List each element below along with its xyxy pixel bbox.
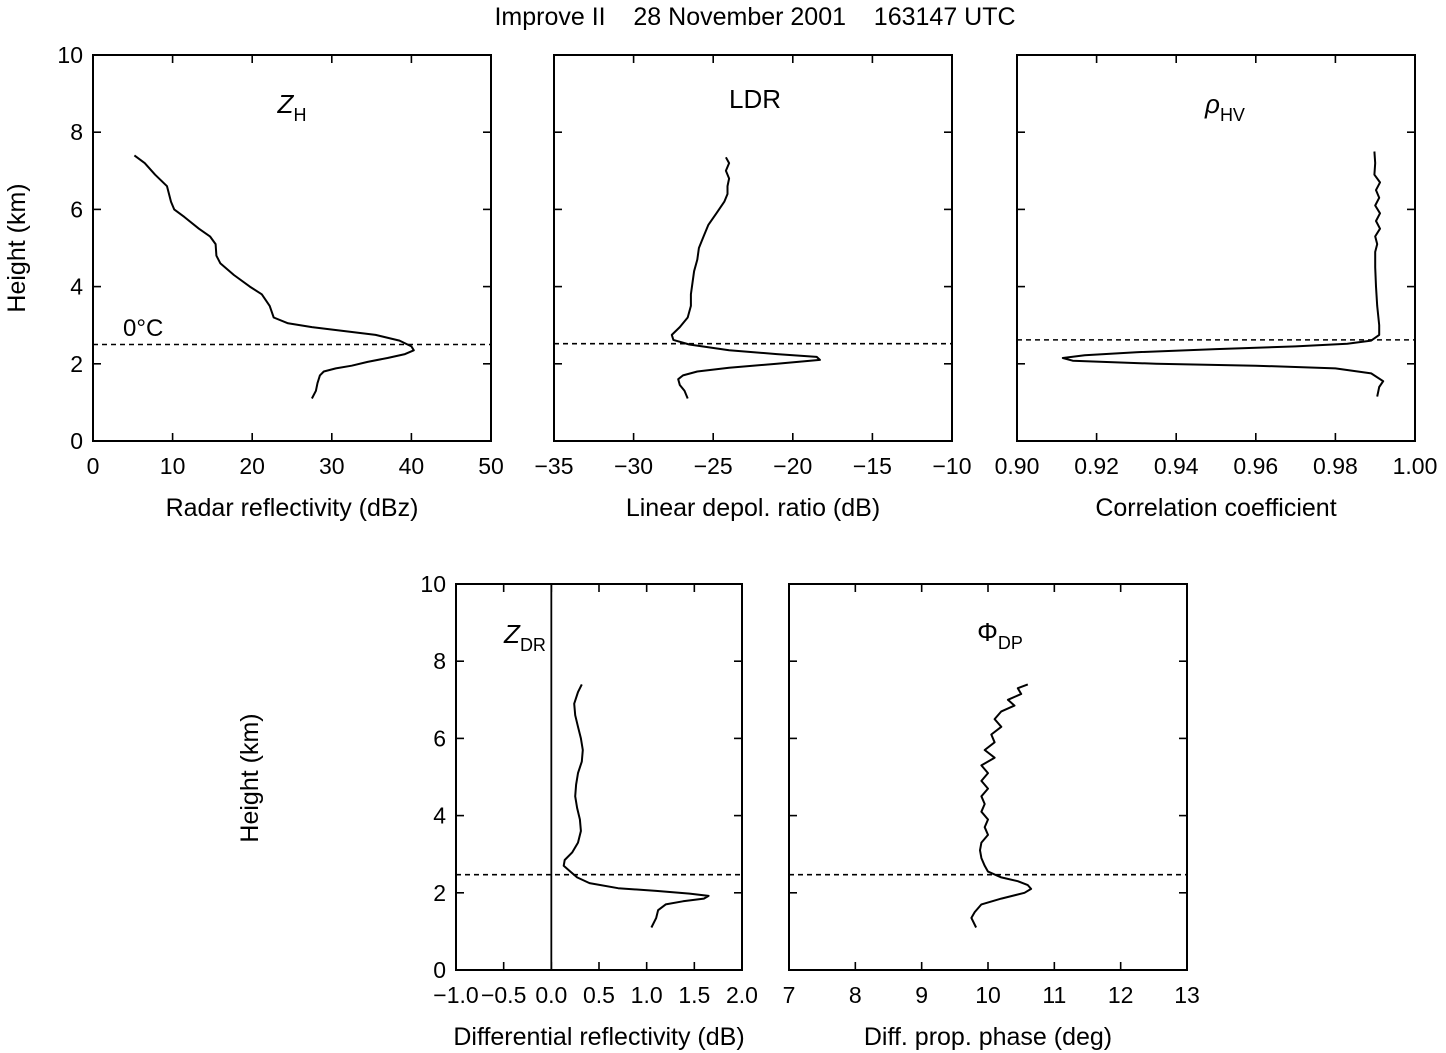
profile-line-zh — [133, 154, 415, 399]
y-tick-label: 6 — [70, 196, 83, 222]
x-tick-label: 30 — [319, 453, 345, 479]
panel-symbol: ZDR — [503, 619, 546, 655]
panel-zdr: −1.0 −0.5 0.0 0.5 1.0 1.5 2.0 0 2 4 6 8 10 Differenti… — [420, 571, 758, 1051]
x-tick-label: −1.0 — [433, 982, 478, 1008]
profile-line-rhohv — [1061, 151, 1385, 397]
x-tick-label: 0 — [87, 453, 100, 479]
x-tick-label: 1.5 — [678, 982, 710, 1008]
x-tick-label: −25 — [694, 453, 733, 479]
y-axis-label-top: Height (km) — [3, 183, 31, 312]
y-tick-label: 6 — [433, 725, 446, 751]
x-tick-label: 12 — [1108, 982, 1134, 1008]
plot-frame — [1016, 54, 1416, 442]
profile-line-ldr — [670, 156, 821, 399]
y-tick-label: 10 — [420, 571, 446, 597]
y-tick-label: 2 — [433, 880, 446, 906]
plot-frame — [553, 54, 953, 442]
y-tick-label: 2 — [70, 351, 83, 377]
panel-symbol: ZH — [277, 89, 307, 125]
y-tick-label: 8 — [70, 119, 83, 145]
x-tick-label: −10 — [932, 453, 971, 479]
x-axis-label: Correlation coefficient — [1095, 494, 1336, 522]
profile-line-zdr — [562, 683, 710, 928]
y-axis-label-bottom: Height (km) — [236, 713, 264, 842]
panel-rhohv: 0.90 0.92 0.94 0.96 0.98 1.00 Correlation coef… — [995, 54, 1438, 522]
x-tick-label: 50 — [478, 453, 504, 479]
figure-title: Improve II 28 November 2001 163147 UTC — [494, 3, 1015, 31]
x-tick-label: 7 — [783, 982, 796, 1008]
panel-symbol: ρHV — [1204, 89, 1245, 125]
x-tick-label: 10 — [160, 453, 186, 479]
x-tick-label: 0.5 — [583, 982, 615, 1008]
x-tick-label: 0.92 — [1074, 453, 1119, 479]
melting-level-label: 0°C — [123, 315, 163, 342]
y-tick-label: 4 — [70, 274, 83, 300]
panel-symbol: LDR — [729, 84, 781, 114]
y-tick-label: 0 — [433, 957, 446, 983]
x-tick-label: −30 — [614, 453, 653, 479]
x-tick-label: 0.0 — [535, 982, 567, 1008]
profile-line-phidp — [970, 683, 1033, 928]
y-tick-label: 10 — [57, 42, 83, 68]
panel-phidp: 7 8 9 10 11 12 13 Diff. prop. phase (deg) ΦDP — [783, 583, 1200, 1051]
x-tick-label: −35 — [534, 453, 573, 479]
x-tick-label: −15 — [853, 453, 892, 479]
x-tick-label: 10 — [975, 982, 1001, 1008]
panel-ldr: −35 −30 −25 −20 −15 −10 Linear depol. ratio (d… — [534, 54, 972, 522]
x-axis-label: Linear depol. ratio (dB) — [626, 494, 880, 522]
x-tick-label: 0.94 — [1154, 453, 1199, 479]
x-tick-label: 0.98 — [1313, 453, 1358, 479]
x-tick-label: 13 — [1174, 982, 1200, 1008]
x-axis-label: Differential reflectivity (dB) — [453, 1023, 744, 1051]
x-tick-label: 8 — [849, 982, 862, 1008]
y-tick-label: 4 — [433, 803, 446, 829]
x-tick-label: 0.90 — [995, 453, 1040, 479]
x-axis-label: Diff. prop. phase (deg) — [864, 1023, 1112, 1051]
x-tick-label: −0.5 — [481, 982, 526, 1008]
x-tick-label: 11 — [1042, 982, 1066, 1008]
panel-symbol: ΦDP — [977, 617, 1023, 653]
x-axis-label: Radar reflectivity (dBz) — [166, 494, 419, 522]
x-tick-label: 20 — [239, 453, 265, 479]
x-tick-label: 40 — [399, 453, 425, 479]
x-tick-label: −20 — [773, 453, 812, 479]
y-tick-label: 8 — [433, 648, 446, 674]
x-tick-label: 0.96 — [1233, 453, 1278, 479]
plot-frame — [455, 583, 743, 971]
y-tick-label: 0 — [70, 428, 83, 454]
x-tick-label: 2.0 — [726, 982, 758, 1008]
plot-frame — [92, 54, 492, 442]
x-tick-label: 9 — [915, 982, 928, 1008]
x-tick-label: 1.0 — [631, 982, 663, 1008]
panel-zh: 0 10 20 30 40 50 0 2 4 6 8 10 Radar reflectivity (dB… — [57, 42, 503, 522]
x-tick-label: 1.00 — [1393, 453, 1438, 479]
